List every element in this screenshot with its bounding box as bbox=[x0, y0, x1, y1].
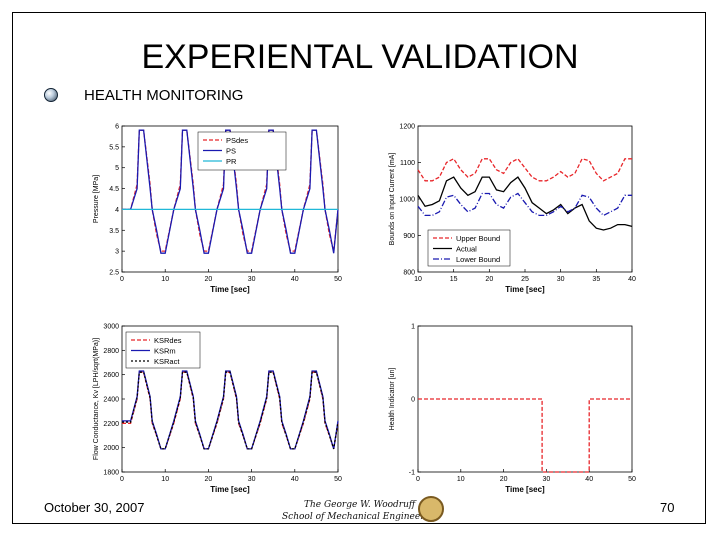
legend-label: PS bbox=[226, 147, 236, 156]
x-tick-label: 50 bbox=[334, 476, 342, 483]
y-tick-label: 2200 bbox=[103, 421, 119, 428]
x-tick-label: 25 bbox=[521, 276, 529, 283]
x-axis-label: Time [sec] bbox=[505, 285, 545, 294]
x-tick-label: 10 bbox=[161, 276, 169, 283]
x-tick-label: 50 bbox=[628, 476, 636, 483]
legend-label: KSRdes bbox=[154, 336, 182, 345]
x-tick-label: 30 bbox=[248, 476, 256, 483]
x-axis-label: Time [sec] bbox=[505, 485, 545, 494]
x-tick-label: 40 bbox=[585, 476, 593, 483]
y-tick-label: 1200 bbox=[399, 124, 415, 131]
y-tick-label: 6 bbox=[115, 124, 119, 131]
y-tick-label: 4 bbox=[115, 207, 119, 214]
series-line-1 bbox=[417, 157, 632, 182]
y-tick-label: 3000 bbox=[103, 324, 119, 331]
chart-1: 0 10 20 30 40 50 2.5 3 3.5 4 4.5 5 5.5 6 Time [sec] Pre… bbox=[93, 124, 342, 295]
y-axis-label: Bounds on Input Current [mA] bbox=[389, 153, 396, 246]
y-tick-label: 4.5 bbox=[109, 186, 119, 193]
x-tick-label: 15 bbox=[450, 276, 458, 283]
y-tick-label: 3.5 bbox=[109, 228, 119, 235]
series-line-1 bbox=[418, 398, 632, 473]
legend-label: PSdes bbox=[226, 136, 248, 145]
y-axis-label: Flow Conductance, Kv [LPH/sqrt(MPa)] bbox=[93, 338, 100, 460]
x-tick-label: 20 bbox=[205, 276, 213, 283]
y-tick-label: 1 bbox=[411, 324, 415, 331]
x-tick-label: 0 bbox=[416, 476, 420, 483]
x-tick-label: 10 bbox=[457, 476, 465, 483]
x-tick-label: 50 bbox=[334, 276, 342, 283]
x-tick-label: 30 bbox=[557, 276, 565, 283]
school-logo: The George W. Woodruff School of Mechani… bbox=[282, 496, 444, 526]
bullet-icon bbox=[44, 88, 58, 102]
x-tick-label: 30 bbox=[248, 276, 256, 283]
y-axis-label: Pressure [MPa] bbox=[93, 175, 100, 223]
series-line-2 bbox=[417, 176, 633, 231]
chart-3: 0 10 20 30 40 50 1800 2000 2200 2400 2600 2800 3000 T… bbox=[93, 324, 342, 495]
y-tick-label: 2.5 bbox=[109, 270, 119, 277]
y-tick-label: 3 bbox=[115, 249, 119, 256]
x-tick-label: 30 bbox=[543, 476, 551, 483]
x-tick-label: 10 bbox=[161, 476, 169, 483]
y-tick-label: 2000 bbox=[103, 445, 119, 452]
x-tick-label: 40 bbox=[291, 476, 299, 483]
x-tick-label: 0 bbox=[120, 476, 124, 483]
legend-label: Actual bbox=[456, 245, 477, 254]
logo-line-1: The George W. Woodruff bbox=[304, 500, 416, 510]
footer-date: October 30, 2007 bbox=[44, 500, 145, 515]
x-tick-label: 20 bbox=[500, 476, 508, 483]
chart-2: 10 15 20 25 30 35 40 800 900 1000 1100 1200 Time [se… bbox=[389, 124, 636, 295]
y-tick-label: 1800 bbox=[103, 470, 119, 477]
seal-icon bbox=[418, 496, 444, 522]
x-tick-label: 40 bbox=[291, 276, 299, 283]
y-tick-label: 900 bbox=[403, 233, 415, 240]
bullet-text: HEALTH MONITORING bbox=[84, 87, 244, 104]
legend-label: KSRact bbox=[154, 357, 180, 366]
y-tick-label: 2800 bbox=[103, 348, 119, 355]
legend-label: Upper Bound bbox=[456, 234, 500, 243]
series-line-3 bbox=[417, 192, 632, 217]
slide-frame bbox=[12, 12, 706, 524]
y-tick-label: 800 bbox=[403, 270, 415, 277]
y-axis-label: Health Indicator [un] bbox=[389, 368, 396, 431]
x-tick-label: 10 bbox=[414, 276, 422, 283]
legend-label: KSRm bbox=[154, 347, 176, 356]
logo-line-2: School of Mechanical Engineering bbox=[282, 512, 439, 522]
y-tick-label: 0 bbox=[411, 397, 415, 404]
y-tick-label: 1100 bbox=[400, 160, 415, 167]
y-tick-label: 2400 bbox=[103, 397, 119, 404]
slide-title: EXPERIENTAL VALIDATION bbox=[141, 38, 579, 76]
x-tick-label: 20 bbox=[485, 276, 493, 283]
x-axis-label: Time [sec] bbox=[210, 485, 250, 494]
x-tick-label: 20 bbox=[205, 476, 213, 483]
y-tick-label: 1000 bbox=[399, 197, 415, 204]
y-tick-label: -1 bbox=[409, 470, 415, 477]
x-axis-label: Time [sec] bbox=[210, 285, 250, 294]
x-tick-label: 40 bbox=[628, 276, 636, 283]
x-tick-label: 35 bbox=[592, 276, 600, 283]
y-tick-label: 5.5 bbox=[109, 144, 119, 151]
legend-label: PR bbox=[226, 157, 237, 166]
page-number: 70 bbox=[660, 500, 675, 515]
y-tick-label: 2600 bbox=[103, 372, 119, 379]
legend-label: Lower Bound bbox=[456, 255, 500, 264]
x-tick-label: 0 bbox=[120, 276, 124, 283]
y-tick-label: 5 bbox=[115, 165, 119, 172]
